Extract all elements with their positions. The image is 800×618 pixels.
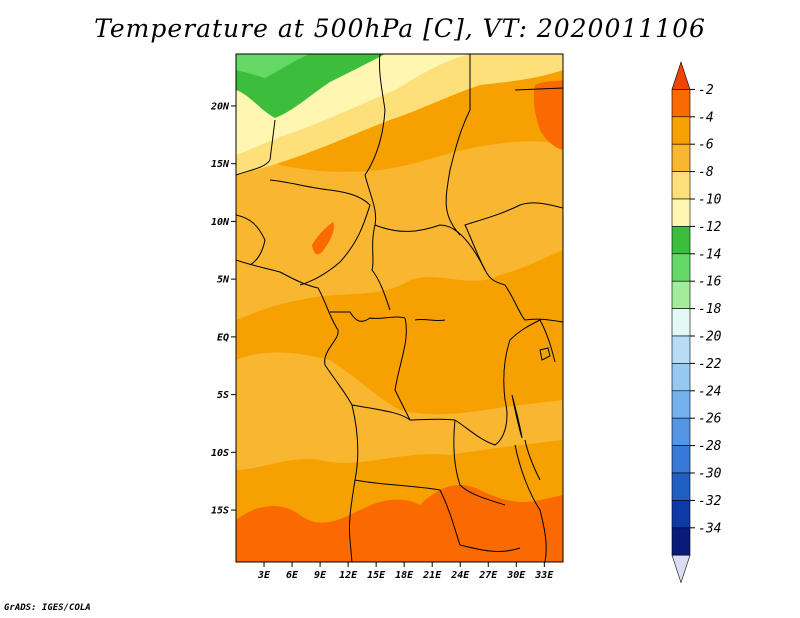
colorbar-label: -24 [698,384,721,399]
colorbar-segment [671,335,691,364]
country-borders [236,54,563,562]
colorbar-segment [671,226,691,255]
colorbar-label: -18 [698,302,722,317]
field-region-m4-south [236,485,563,562]
colorbar-segment [671,527,691,556]
colorbar-segment [671,417,691,446]
colorbar-segment [671,363,691,392]
colorbar-label: -22 [698,357,722,372]
longitude-axis: 3E 6E 9E 12E 15E 18E 21E 24E 27E 30E 33E [257,562,554,581]
lat-tick-label: 15N [211,159,230,170]
colorbar-label: -12 [698,220,722,235]
colorbar: -2 -4 -6 -8 -10 -12 -14 -16 -18 -20 -22 -24 -26 -28 -3… [671,61,722,584]
colorbar-segment [671,89,691,118]
lon-tick-label: 12E [339,570,358,581]
colorbar-label: -32 [698,494,722,509]
colorbar-segment [671,143,691,172]
colorbar-segment [671,116,691,145]
colorbar-segment [671,253,691,282]
lon-tick-label: 33E [534,570,554,581]
map-title: Temperature at 500hPa [C], VT: 202001110… [94,14,706,43]
colorbar-label: -6 [698,138,714,153]
lat-tick-label: 10N [211,217,230,228]
lat-tick-label: 5S [217,390,229,401]
colorbar-segment [671,280,691,309]
field-region-m8 [236,141,563,470]
colorbar-label: -26 [698,412,722,427]
lat-tick-label: 10S [211,448,229,459]
lon-tick-label: 3E [257,570,271,581]
colorbar-label: -4 [698,110,714,125]
colorbar-bottom-triangle [671,554,691,584]
temperature-field [236,54,563,562]
colorbar-segment [671,390,691,419]
colorbar-label: -34 [698,521,721,536]
field-region-m4-west [312,222,335,255]
lakes [414,318,551,481]
field-region-m4-northeast [533,80,563,150]
colorbar-label: -16 [698,275,722,290]
lat-tick-label: 15S [211,506,229,517]
lat-tick-label: 20N [210,101,230,112]
latitude-axis: 20N 15N 10N 5N EQ 5S 10S 15S [210,101,236,517]
field-region-m16 [236,54,310,78]
colorbar-segment [671,472,691,501]
colorbar-label: -14 [698,247,721,262]
colorbar-top-triangle [671,61,691,90]
lat-tick-label: EQ [217,332,229,343]
colorbar-label: -8 [698,165,714,180]
lon-tick-label: 27E [478,570,498,581]
colorbar-segment [671,198,691,227]
lon-tick-label: 30E [506,570,526,581]
colorbar-label: -30 [698,467,722,482]
colorbar-label: -10 [698,193,722,208]
lat-tick-label: 5N [217,275,230,286]
colorbar-segment [671,171,691,200]
colorbar-label: -28 [698,439,722,454]
lon-tick-label: 24E [450,570,470,581]
lon-tick-label: 6E [286,570,299,581]
colorbar-label: -2 [698,83,714,98]
plot-frame [235,53,564,563]
lon-tick-label: 9E [314,570,327,581]
lon-tick-label: 21E [422,570,442,581]
colorbar-segment [671,445,691,474]
colorbar-segment [671,500,691,529]
colorbar-label: -20 [698,330,722,345]
colorbar-segment [671,308,691,337]
lon-tick-label: 18E [395,570,414,581]
lon-tick-label: 15E [367,570,386,581]
grads-credit: GrADS: IGES/COLA [4,603,91,613]
